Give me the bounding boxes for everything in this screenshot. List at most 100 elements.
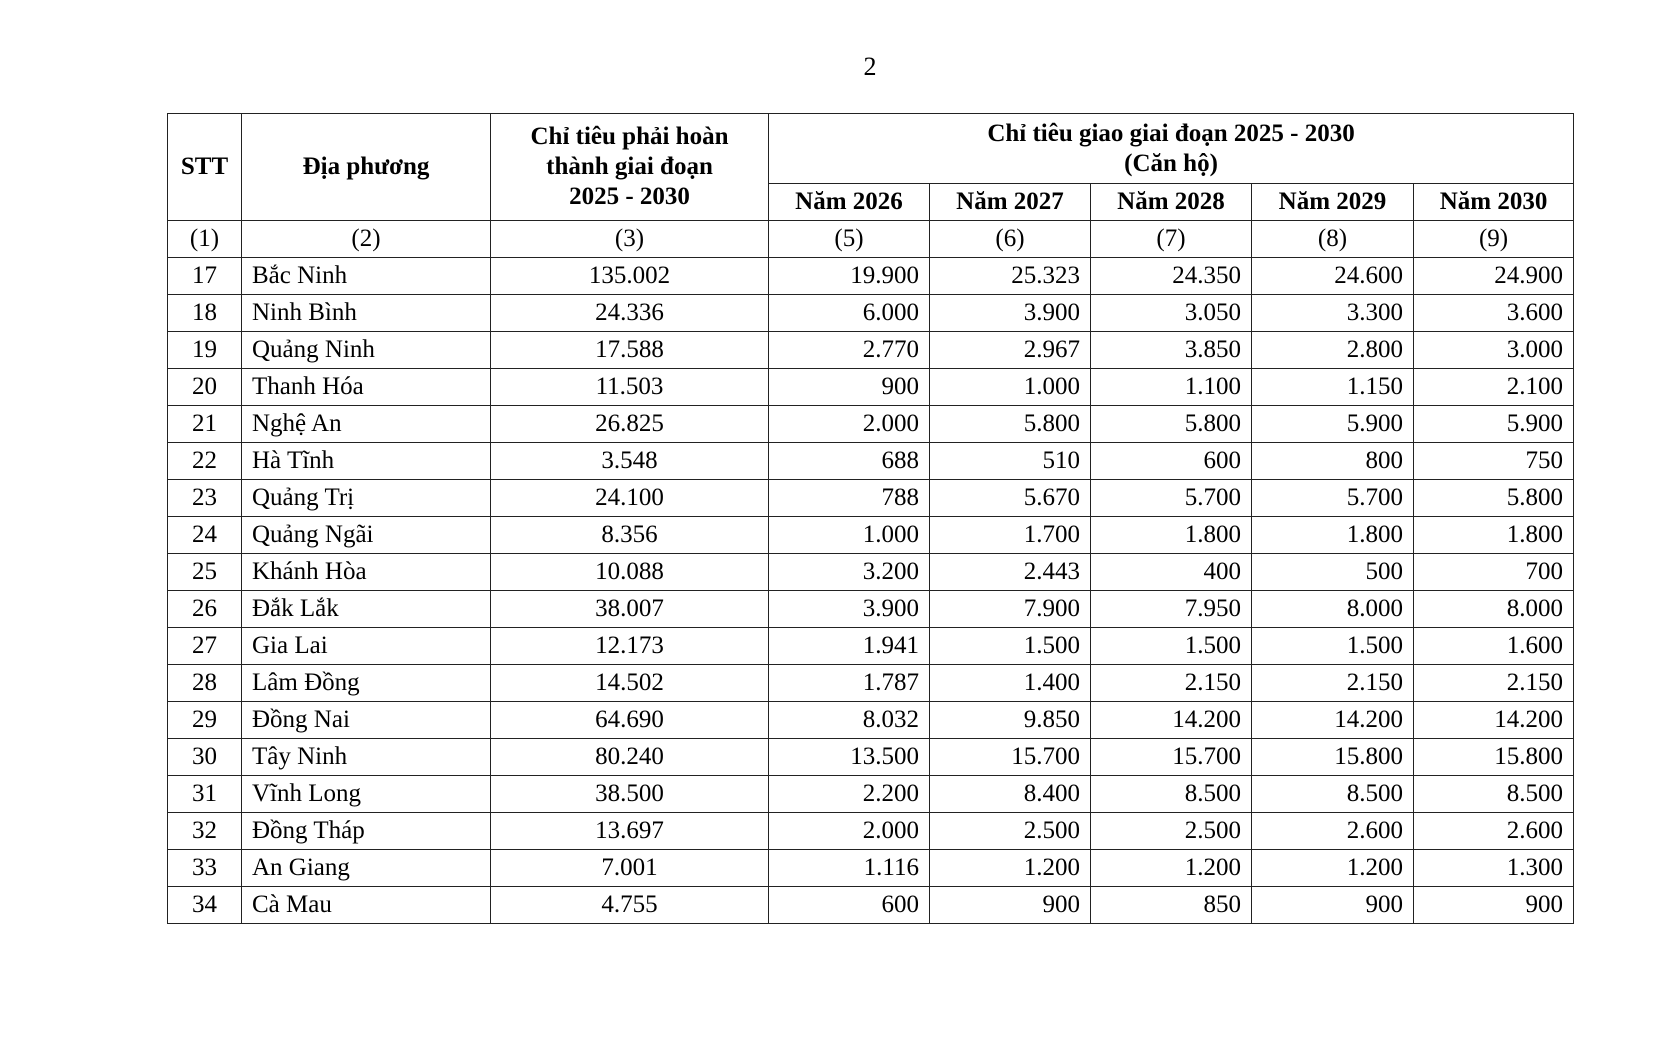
column-number: (5) bbox=[768, 220, 930, 258]
table-cell: 1.500 bbox=[1090, 627, 1252, 665]
header-text: Chỉ tiêu phải hoàn bbox=[530, 123, 729, 150]
table-row: 25 Khánh Hòa 10.088 3.200 2.443 400 500 700 bbox=[167, 553, 1575, 591]
table-cell: 2.967 bbox=[929, 331, 1091, 369]
table-row: 19 Quảng Ninh 17.588 2.770 2.967 3.850 2.800 3.… bbox=[167, 331, 1575, 369]
table-row: 28 Lâm Đồng 14.502 1.787 1.400 2.150 2.150 2.15… bbox=[167, 664, 1575, 702]
table-cell: 1.800 bbox=[1251, 516, 1414, 554]
table-cell: 1.500 bbox=[929, 627, 1091, 665]
table-cell: Đắk Lắk bbox=[241, 590, 491, 628]
table-cell: 2.443 bbox=[929, 553, 1091, 591]
table-cell: 33 bbox=[167, 849, 242, 887]
table-cell: Đồng Nai bbox=[241, 701, 491, 739]
header-cell: Năm 2028 bbox=[1090, 183, 1252, 221]
table-cell: 5.900 bbox=[1251, 405, 1414, 443]
table-cell: Thanh Hóa bbox=[241, 368, 491, 406]
table-cell: 850 bbox=[1090, 886, 1252, 924]
table-cell: Quảng Ninh bbox=[241, 331, 491, 369]
table-cell: 510 bbox=[929, 442, 1091, 480]
table-cell: 15.700 bbox=[929, 738, 1091, 776]
table-cell: 38.007 bbox=[490, 590, 769, 628]
table-cell: 800 bbox=[1251, 442, 1414, 480]
table-cell: 500 bbox=[1251, 553, 1414, 591]
table-cell: 21 bbox=[167, 405, 242, 443]
table-cell: 15.700 bbox=[1090, 738, 1252, 776]
table-cell: Ninh Bình bbox=[241, 294, 491, 332]
table-row: 33 An Giang 7.001 1.116 1.200 1.200 1.200 1.300 bbox=[167, 849, 1575, 887]
table-cell: 8.500 bbox=[1090, 775, 1252, 813]
table-cell: 5.800 bbox=[1090, 405, 1252, 443]
table-cell: 1.200 bbox=[929, 849, 1091, 887]
table-cell: 900 bbox=[1412, 886, 1575, 924]
table-cell: 14.200 bbox=[1251, 701, 1414, 739]
table-row: 24 Quảng Ngãi 8.356 1.000 1.700 1.800 1.800 1.8… bbox=[167, 516, 1575, 554]
table-cell: 1.300 bbox=[1412, 849, 1575, 887]
table-cell: 11.503 bbox=[490, 368, 769, 406]
table-head: STT Địa phương Chỉ tiêu phải hoàn thành g… bbox=[167, 113, 1575, 221]
table-row: 30 Tây Ninh 80.240 13.500 15.700 15.700 15.800… bbox=[167, 738, 1575, 776]
table-cell: Vĩnh Long bbox=[241, 775, 491, 813]
table-cell: 3.300 bbox=[1251, 294, 1414, 332]
table-cell: 2.150 bbox=[1251, 664, 1414, 702]
header-cell: STT bbox=[167, 113, 242, 221]
table-cell: Quảng Ngãi bbox=[241, 516, 491, 554]
table-row: 31 Vĩnh Long 38.500 2.200 8.400 8.500 8.500 8.5… bbox=[167, 775, 1575, 813]
table-cell: 24.600 bbox=[1251, 257, 1414, 295]
table-cell: 2.150 bbox=[1412, 664, 1575, 702]
header-text: (Căn hộ) bbox=[1124, 149, 1218, 177]
table-cell: 17 bbox=[167, 257, 242, 295]
table-cell: 1.600 bbox=[1412, 627, 1575, 665]
table-cell: 30 bbox=[167, 738, 242, 776]
table-cell: 64.690 bbox=[490, 701, 769, 739]
header-text: Chỉ tiêu giao giai đoạn 2025 - 2030 bbox=[987, 119, 1355, 147]
table-cell: 19 bbox=[167, 331, 242, 369]
table-cell: 8.032 bbox=[768, 701, 930, 739]
table-cell: Tây Ninh bbox=[241, 738, 491, 776]
table-cell: 600 bbox=[768, 886, 930, 924]
table-cell: 14.200 bbox=[1090, 701, 1252, 739]
table-row: 34 Cà Mau 4.755 600 900 850 900 900 bbox=[167, 886, 1575, 924]
table-cell: 24 bbox=[167, 516, 242, 554]
table-row: 22 Hà Tĩnh 3.548 688 510 600 800 750 bbox=[167, 442, 1575, 480]
table-cell: 23 bbox=[167, 479, 242, 517]
header-cell: Năm 2027 bbox=[929, 183, 1091, 221]
table-cell: 12.173 bbox=[490, 627, 769, 665]
table-cell: 8.000 bbox=[1251, 590, 1414, 628]
column-number: (2) bbox=[241, 220, 491, 258]
header-cell: Năm 2026 bbox=[768, 183, 930, 221]
table-cell: 2.500 bbox=[1090, 812, 1252, 850]
page-number: 2 bbox=[863, 52, 877, 81]
table-cell: 600 bbox=[1090, 442, 1252, 480]
table-cell: 28 bbox=[167, 664, 242, 702]
table-cell: Gia Lai bbox=[241, 627, 491, 665]
table-cell: 1.150 bbox=[1251, 368, 1414, 406]
table-cell: 1.116 bbox=[768, 849, 930, 887]
table-cell: 900 bbox=[929, 886, 1091, 924]
column-number: (1) bbox=[167, 220, 242, 258]
table-cell: An Giang bbox=[241, 849, 491, 887]
table-cell: 2.800 bbox=[1251, 331, 1414, 369]
table-row: 18 Ninh Bình 24.336 6.000 3.900 3.050 3.300 3.6… bbox=[167, 294, 1575, 332]
table-cell: Bắc Ninh bbox=[241, 257, 491, 295]
table-row: 32 Đồng Tháp 13.697 2.000 2.500 2.500 2.600 2.6… bbox=[167, 812, 1575, 850]
table-cell: 1.800 bbox=[1412, 516, 1575, 554]
table-cell: 31 bbox=[167, 775, 242, 813]
table-cell: 24.100 bbox=[490, 479, 769, 517]
table-cell: 5.800 bbox=[1412, 479, 1575, 517]
header-row: STT Địa phương Chỉ tiêu phải hoàn thành g… bbox=[167, 113, 1575, 221]
table-cell: 1.500 bbox=[1251, 627, 1414, 665]
table-cell: 26.825 bbox=[490, 405, 769, 443]
table-cell: 2.500 bbox=[929, 812, 1091, 850]
table-cell: 3.900 bbox=[929, 294, 1091, 332]
table-cell: 3.600 bbox=[1412, 294, 1575, 332]
column-number: (3) bbox=[490, 220, 769, 258]
table-cell: 5.800 bbox=[929, 405, 1091, 443]
table-cell: 788 bbox=[768, 479, 930, 517]
table-cell: 1.100 bbox=[1090, 368, 1252, 406]
table-cell: 5.700 bbox=[1090, 479, 1252, 517]
table-cell: 24.350 bbox=[1090, 257, 1252, 295]
table-cell: 24.900 bbox=[1412, 257, 1575, 295]
table-cell: 25 bbox=[167, 553, 242, 591]
table-cell: 15.800 bbox=[1251, 738, 1414, 776]
